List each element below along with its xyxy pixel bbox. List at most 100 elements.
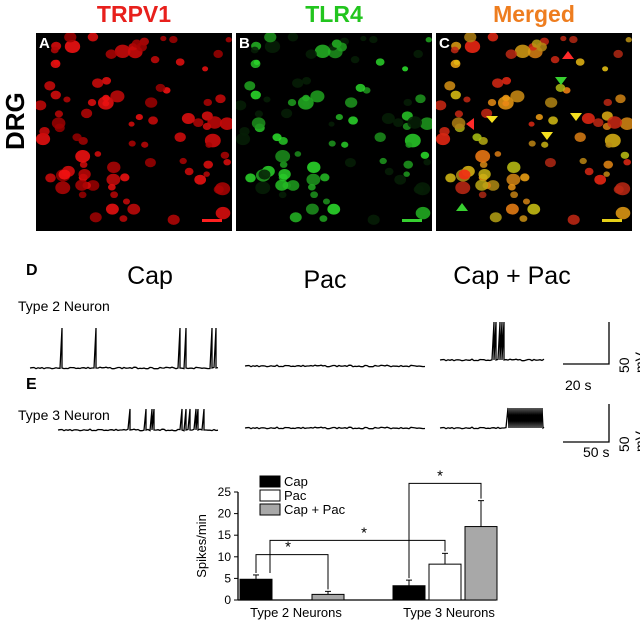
neuron-cell xyxy=(510,191,519,199)
yellow-arrow-2 xyxy=(570,113,582,121)
neuron-cell xyxy=(528,140,536,147)
type3-traces xyxy=(57,404,610,443)
neuron-cell xyxy=(207,116,222,129)
green-arrow-2 xyxy=(456,203,468,211)
neuron-cell xyxy=(214,182,231,196)
significance-star: * xyxy=(285,539,291,556)
scale-bar-d xyxy=(563,322,610,365)
neuron-cell xyxy=(58,169,71,180)
neuron-cell xyxy=(319,215,328,222)
spike-rate-chart: 0 5 10 15 20 25 Spikes/min Type 2 Neurons Type 3… xyxy=(194,468,498,620)
neuron-cell xyxy=(258,169,271,180)
neuron-cell xyxy=(203,160,214,169)
neuron-cell xyxy=(454,110,464,118)
neuron-cell xyxy=(160,35,167,42)
neuron-cell xyxy=(394,174,407,185)
neuron-cell xyxy=(167,214,180,225)
neuron-cell xyxy=(486,180,500,191)
trace-type3-cap xyxy=(57,408,219,432)
neuron-cell xyxy=(489,212,502,223)
neuron-cell xyxy=(255,181,271,195)
y-tick-label: 25 xyxy=(218,485,232,499)
neuron-cell xyxy=(403,171,410,177)
neuron-cell xyxy=(413,49,423,59)
neuron-cell xyxy=(548,116,558,125)
neuron-cell xyxy=(63,96,71,103)
y-tick-label: 10 xyxy=(218,550,232,564)
neuron-cell xyxy=(310,90,325,103)
neuron-cell xyxy=(436,132,451,146)
neuron-cell xyxy=(614,182,631,196)
neuron-cell xyxy=(348,116,358,125)
neuron-cell xyxy=(475,149,491,163)
neuron-cell xyxy=(44,81,56,91)
scale-time-d: 20 s xyxy=(565,377,592,393)
yellow-arrow-3 xyxy=(541,132,553,140)
micrograph-merged: C xyxy=(436,33,632,231)
neuron-cell xyxy=(110,90,125,103)
neuron-cell xyxy=(136,42,147,52)
neuron-cell xyxy=(278,169,291,180)
neuron-cell xyxy=(114,44,131,59)
y-tick-label: 20 xyxy=(218,507,232,521)
neuron-cell xyxy=(314,44,331,59)
neuron-cell xyxy=(536,42,547,52)
neuron-cell xyxy=(107,161,121,174)
neuron-cell xyxy=(254,110,264,118)
neuron-cell xyxy=(275,149,291,163)
yellow-arrow-1 xyxy=(486,116,498,123)
neuron-cell xyxy=(253,59,260,66)
neuron-cell xyxy=(350,56,360,64)
y-tick-label: 15 xyxy=(218,528,232,542)
neuron-cell xyxy=(603,160,614,169)
neuron-cell xyxy=(375,58,385,66)
panel-title-b: TLR4 xyxy=(305,1,363,27)
condition-cap-pac: Cap + Pac xyxy=(453,262,571,290)
neuron-cell xyxy=(250,90,261,100)
neuron-cell xyxy=(367,214,380,225)
neuron-cell xyxy=(615,94,626,104)
neuron-cell xyxy=(579,157,587,165)
neuron-cell xyxy=(127,203,141,215)
neuron-cell xyxy=(108,183,116,191)
neuron-cell xyxy=(341,141,349,148)
neuron-cell xyxy=(425,37,432,43)
cell-group xyxy=(436,33,632,225)
neuron-cell xyxy=(594,174,607,185)
panel-title-a: TRPV1 xyxy=(96,1,172,27)
neuron-cell xyxy=(464,33,477,43)
neuron-cell xyxy=(415,206,431,220)
neuron-cell xyxy=(445,173,456,183)
neuron-cell xyxy=(36,132,51,146)
neuron-cell xyxy=(355,83,366,92)
scale-bar-c xyxy=(602,219,622,222)
neuron-cell xyxy=(78,191,87,199)
neuron-cell xyxy=(307,161,321,174)
neuron-cell xyxy=(78,169,91,180)
cell-group xyxy=(36,33,232,225)
neuron-cell xyxy=(475,179,489,191)
panel-letter-a: A xyxy=(39,35,50,52)
neuron-cell xyxy=(272,133,282,142)
y-tick-label: 5 xyxy=(224,571,231,585)
neuron-cell xyxy=(50,46,59,54)
neuron-cell xyxy=(302,76,312,85)
red-arrow-2 xyxy=(466,118,474,130)
neuron-cell xyxy=(305,203,319,215)
neuron-cell xyxy=(220,151,230,159)
neuron-cell xyxy=(522,198,531,205)
neuron-cell xyxy=(54,110,64,118)
neuron-cell xyxy=(487,33,499,42)
neuron-cell xyxy=(128,140,136,147)
neuron-cell xyxy=(213,49,223,59)
neuron-cell xyxy=(106,173,121,186)
neuron-cell xyxy=(322,198,331,205)
neuron-cell xyxy=(510,90,525,103)
condition-pac: Pac xyxy=(303,266,347,294)
neuron-cell xyxy=(169,35,178,44)
neuron-cell xyxy=(239,126,250,136)
neuron-cell xyxy=(45,173,56,183)
neuron-cell xyxy=(481,108,493,119)
neuron-cell xyxy=(308,183,316,191)
neuron-cell xyxy=(505,203,519,215)
